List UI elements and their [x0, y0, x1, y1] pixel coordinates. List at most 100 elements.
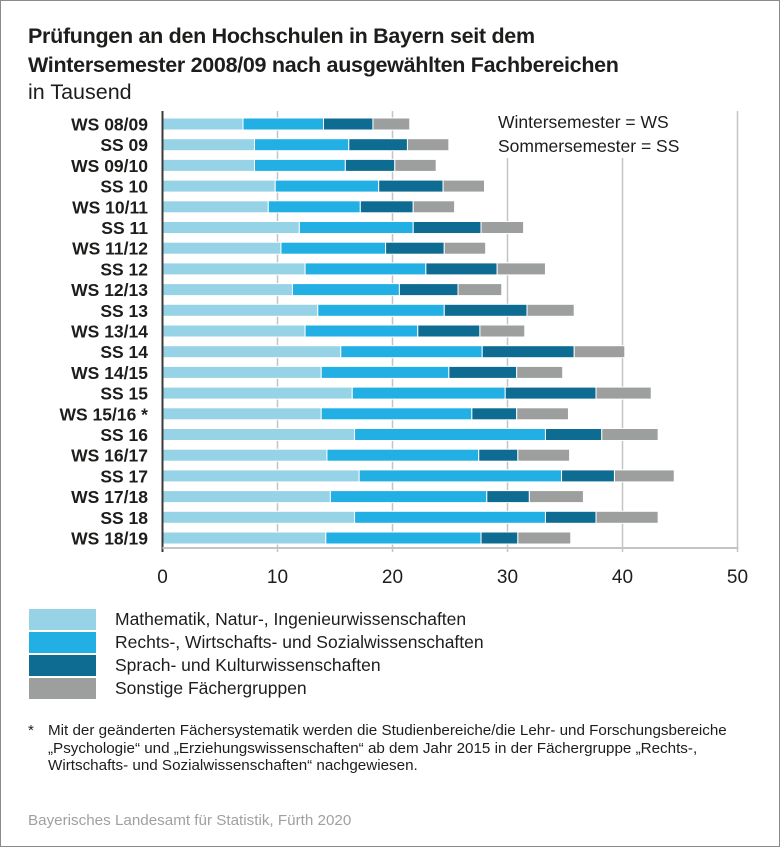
title-line-2: Wintersemester 2008/09 nach ausgewählten… [28, 53, 619, 77]
bar-segment [304, 324, 419, 338]
bar-segment [344, 158, 396, 172]
bar-segment [448, 365, 518, 379]
bar-segment [354, 510, 546, 524]
bar-segment [412, 221, 482, 234]
bar-segment [254, 158, 346, 172]
bar-segment [304, 262, 427, 276]
bar-segment [162, 158, 255, 172]
bar-segment [412, 200, 456, 214]
bars [162, 117, 675, 545]
category-label: WS 17/18 [71, 487, 148, 507]
bar-segment [326, 448, 480, 462]
bar-segment [162, 531, 327, 545]
bar-segment [274, 179, 380, 193]
bar-segment [479, 324, 526, 338]
bar-segment [329, 490, 488, 504]
bar-segment [162, 138, 255, 152]
category-label: WS 14/15 [71, 363, 148, 383]
category-label: WS 12/13 [71, 280, 148, 300]
legend-swatch [29, 632, 96, 653]
bar-segment [517, 448, 571, 462]
bar-segment [354, 428, 546, 441]
category-label: SS 11 [101, 218, 148, 238]
bar-segment [481, 345, 575, 359]
bar-segment [544, 510, 597, 524]
bar-segment [573, 345, 626, 359]
bar-segment [162, 469, 360, 483]
bar-segment [280, 241, 387, 255]
x-tick-label: 0 [157, 567, 168, 588]
bar-segment [254, 138, 350, 152]
bar-segment [595, 510, 659, 524]
x-tick-label: 40 [612, 567, 633, 588]
bar-segment [398, 283, 459, 297]
bar-segment [162, 262, 306, 276]
chart-title: Prüfungen an den Hochschulen in Bayern s… [28, 22, 619, 80]
bar-segment [406, 138, 450, 152]
bar-segment [291, 283, 400, 297]
category-label: SS 14 [100, 342, 148, 362]
bar-segment [478, 448, 519, 462]
source-credit: Bayerisches Landesamt für Statistik, Für… [28, 812, 352, 829]
bar-segment [320, 407, 473, 421]
bar-segment [162, 200, 269, 214]
bar-segment [528, 490, 584, 504]
bar-segment [595, 386, 652, 400]
bar-segment [561, 469, 615, 483]
x-tick-label: 20 [382, 567, 403, 588]
bar-segment [162, 117, 244, 131]
category-label: WS 08/09 [71, 115, 148, 135]
bar-segment [544, 428, 603, 441]
bar-segment [340, 345, 483, 359]
bar-segment [385, 241, 445, 255]
bar-segment [351, 386, 506, 400]
bar-segment [162, 324, 306, 338]
bar-segment [517, 531, 572, 545]
category-label: SS 15 [100, 384, 148, 404]
bar-segment [242, 117, 324, 131]
x-tick-label: 30 [497, 567, 518, 588]
footnote-text: Mit der geänderten Fächersystematik werd… [48, 722, 727, 775]
note-line-ws: Wintersemester = WS [498, 112, 669, 132]
bar-segment [162, 241, 282, 255]
bar-segment [162, 283, 293, 297]
legend-label: Mathematik, Natur-, Ingenieurwissenschaf… [115, 609, 467, 629]
x-tick-labels: 0 10 20 30 40 50 [157, 567, 748, 588]
bar-segment [516, 407, 569, 421]
bar-segment [320, 365, 450, 379]
category-label: SS 10 [100, 177, 148, 197]
bar-segment [480, 221, 525, 234]
category-label: WS 18/19 [71, 529, 148, 549]
bar-segment [348, 138, 408, 152]
note-line-ss: Sommersemester = SS [498, 136, 680, 156]
bar-segment [516, 365, 564, 379]
legend-swatch [29, 609, 96, 630]
bar-segment [162, 179, 276, 193]
category-label: WS 11/12 [72, 239, 148, 259]
bar-segment [443, 303, 528, 317]
bar-segment [162, 510, 356, 524]
legend-label: Sprach- und Kulturwissenschaften [115, 655, 381, 675]
bar-segment [317, 303, 445, 317]
bar-segment [323, 117, 374, 131]
x-tick-label: 50 [727, 567, 748, 588]
bar-segment [504, 386, 597, 400]
axes [161, 111, 739, 552]
category-label: WS 09/10 [71, 156, 148, 176]
category-label: WS 16/17 [71, 446, 148, 466]
title-line-1: Prüfungen an den Hochschulen in Bayern s… [28, 24, 535, 48]
category-label: SS 17 [100, 466, 148, 486]
category-label: WS 13/14 [71, 322, 148, 342]
bar-segment [480, 531, 519, 545]
bar-segment [425, 262, 498, 276]
bar-segment [162, 386, 353, 400]
legend-swatch [29, 655, 96, 676]
bar-segment [162, 365, 322, 379]
bar-segment [417, 324, 481, 338]
legend-label: Rechts-, Wirtschafts- und Sozialwissensc… [115, 632, 484, 652]
bar-segment [601, 428, 659, 441]
bar-segment [372, 117, 411, 131]
legend-label: Sonstige Fächergruppen [115, 678, 307, 698]
